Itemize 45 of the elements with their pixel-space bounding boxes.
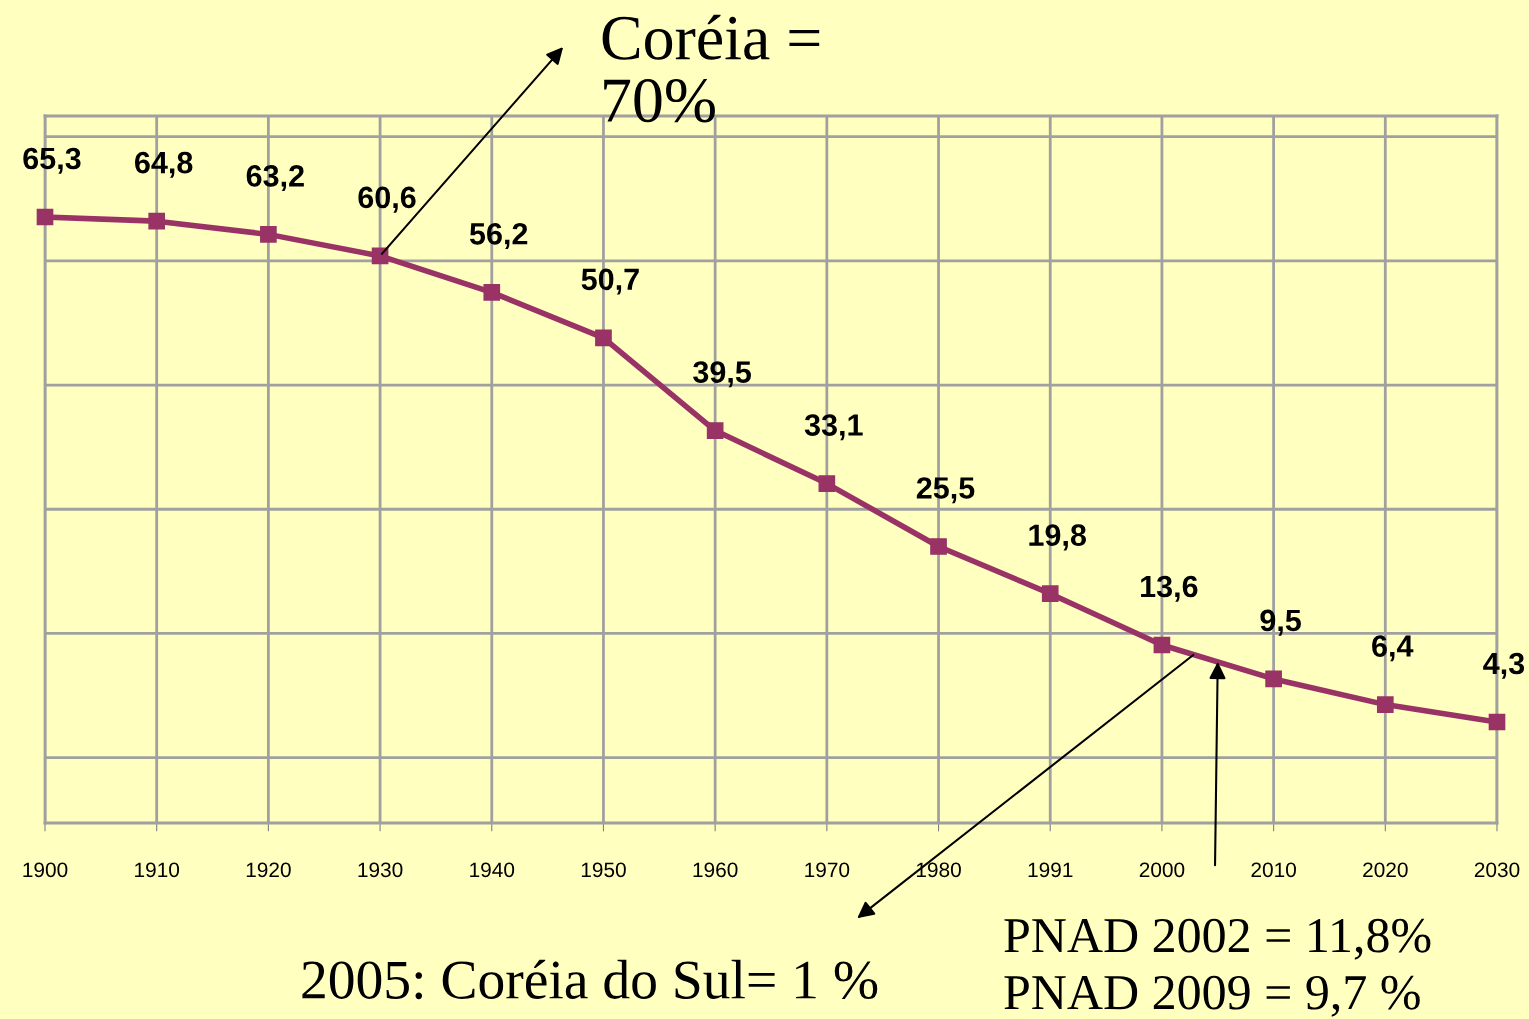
x-tick-label: 1970 [805,862,850,878]
data-label: 25,5 [916,477,975,504]
data-label: 63,2 [246,165,304,192]
x-tick-label: 1960 [693,862,738,878]
x-tick-label: 1910 [135,862,180,878]
x-tick-label: 2020 [1363,862,1408,878]
x-tick-label: 1900 [23,862,68,878]
point [1265,670,1282,688]
x-tick-label: 1920 [246,862,291,878]
data-label: 13,6 [1141,575,1198,602]
data-label: 33,1 [804,414,863,441]
text: PNAD 2002 = 11,8% [1004,918,1431,960]
data-label: 56,2 [469,222,528,250]
x-tick-label: 1940 [470,862,515,878]
x-tick-label: 2010 [1251,862,1296,878]
data-label: 60,6 [358,186,416,213]
data-label: 6,4 [1372,635,1414,662]
data-label: 39,5 [693,361,751,388]
data-label: 64,8 [135,151,193,178]
point [1153,636,1171,654]
x-tick-label: 1950 [581,862,626,878]
point [148,212,166,230]
x-tick-label: 2000 [1139,862,1185,878]
x-tick-label: 1930 [358,862,403,878]
x-tick-label: 2030 [1474,862,1520,878]
text: 2005: Coréia do Sul= 1 % [302,959,878,1000]
point [36,208,54,226]
point [706,422,724,439]
data-label: 65,3 [23,147,81,174]
point [818,475,836,492]
point [1488,713,1506,731]
data-label: 19,8 [1029,524,1086,551]
text: Coréia = 70% [602,14,820,123]
point [930,538,947,555]
x-tick-label: 1980 [916,862,961,878]
point [595,329,612,347]
data-label: 50,7 [581,268,639,295]
point [1376,696,1394,713]
data-label: 4,3 [1483,652,1525,679]
text: PNAD 2009 = 9,7 % [1004,975,1420,1017]
point [1041,585,1059,603]
point [483,284,501,301]
data-label: 9,5 [1260,609,1301,636]
x-tick-label: 1991 [1028,862,1073,878]
point [260,226,277,243]
